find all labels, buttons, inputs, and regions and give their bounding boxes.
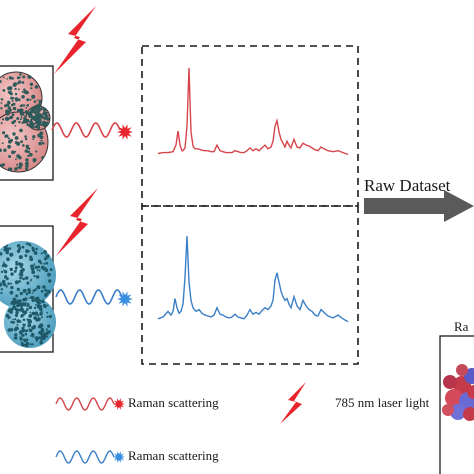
red-cell-cluster-icon: [0, 71, 51, 173]
lightning-bolt-icon: [54, 6, 96, 74]
starburst-icon: [113, 451, 125, 463]
legend-red-scatter-label: Raman scattering: [128, 395, 219, 410]
starburst-icon: [113, 398, 125, 410]
red-cell-cluster-panel: [0, 65, 54, 181]
blue-cell-cluster-panel: [0, 225, 56, 353]
blue-raman-spectrum-line: [157, 235, 349, 323]
arrow-right-icon: [364, 190, 474, 222]
legend-laser-label: 785 nm laser light: [335, 395, 430, 410]
legend-blue-scatter-label: Raman scattering: [128, 448, 219, 463]
blue-spectrum-box: [141, 205, 359, 365]
red-scattered-photon: [51, 122, 133, 140]
lightning-bolt-icon: [280, 382, 306, 424]
raw-dataset-panel: [439, 335, 474, 474]
blue-scattered-photon: [55, 289, 133, 307]
legend-red-scatter: [55, 397, 125, 411]
raw-dataset-panel-label: Ra: [454, 319, 469, 334]
red-spectrum-box: [141, 45, 359, 207]
lightning-bolt-icon: [56, 188, 98, 256]
legend: [55, 382, 306, 464]
legend-laser: [280, 382, 306, 424]
legend-blue-scatter: [55, 450, 125, 464]
blue-cell-cluster-icon: [0, 241, 56, 348]
starburst-icon: [117, 291, 133, 307]
raw-dataset-label: Raw Dataset: [364, 176, 451, 195]
molecule-cluster-icon: [442, 364, 474, 421]
red-raman-spectrum-line: [157, 67, 349, 156]
starburst-icon: [117, 124, 133, 140]
spectra-container: [141, 45, 359, 365]
